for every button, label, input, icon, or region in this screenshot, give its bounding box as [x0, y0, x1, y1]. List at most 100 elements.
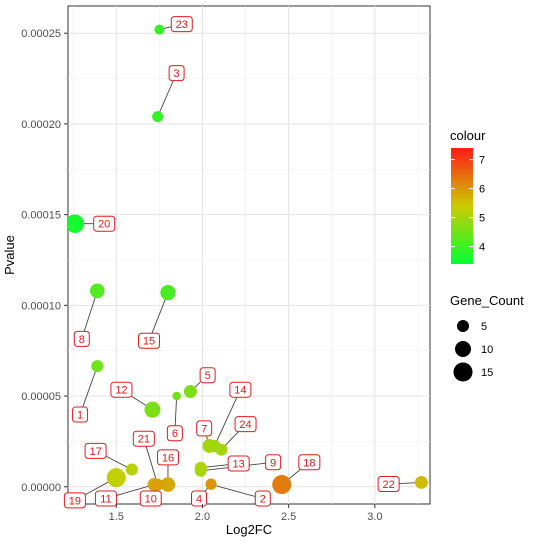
x-axis-title: Log2FC [226, 522, 272, 537]
x-axis-ticks: 1.5 2.0 2.5 3.0 [109, 504, 382, 523]
point-label-20: 20 [93, 215, 116, 232]
size-legend: Gene_Count 5 10 15 [450, 293, 524, 382]
point-label-box [191, 490, 208, 507]
data-point-19 [106, 468, 126, 488]
y-tick-label: 0.00000 [21, 482, 61, 494]
colour-tick-label: 5 [479, 213, 485, 225]
data-point-5 [183, 385, 197, 398]
data-point-8 [90, 283, 105, 299]
label-segment-3 [157, 80, 174, 117]
point-label-box [132, 430, 155, 447]
size-legend-dot [456, 319, 470, 333]
point-label-14: 14 [229, 381, 252, 398]
point-label-box [298, 454, 321, 471]
size-legend-label: 15 [481, 367, 493, 379]
point-label-2: 2 [254, 490, 271, 507]
data-point-3 [152, 111, 164, 123]
point-label-box [110, 381, 133, 398]
point-label-text: 8 [79, 334, 85, 346]
point-label-box [166, 425, 183, 442]
data-point-18 [272, 475, 292, 495]
point-label-21: 21 [132, 430, 155, 447]
point-label-text: 15 [143, 336, 155, 348]
colour-tick-label: 4 [479, 242, 485, 254]
point-label-box [229, 381, 252, 398]
data-point-15 [160, 284, 176, 301]
data-points [68, 24, 428, 495]
point-label-box [199, 367, 216, 384]
point-label-box [377, 476, 400, 493]
point-label-text: 20 [98, 219, 110, 231]
point-label-9: 9 [265, 454, 282, 471]
colour-legend-ticks: 4 5 6 7 [451, 155, 485, 254]
size-legend-title: Gene_Count [450, 293, 524, 308]
colour-legend-title: colour [450, 128, 486, 143]
label-segment-14 [214, 397, 238, 447]
data-point-20 [68, 214, 85, 233]
point-label-4: 4 [191, 490, 208, 507]
point-label-text: 6 [172, 428, 178, 440]
point-label-24: 24 [234, 416, 257, 433]
data-point-23 [154, 24, 165, 35]
data-point-21 [151, 478, 164, 491]
point-label-7: 7 [196, 420, 213, 437]
y-tick-label: 0.00020 [21, 119, 61, 131]
point-label-box [196, 420, 213, 437]
x-tick-label: 2.0 [195, 511, 210, 523]
point-label-box [73, 330, 90, 347]
point-label-box [168, 65, 185, 82]
point-label-15: 15 [138, 332, 161, 349]
point-label-text: 4 [196, 494, 202, 506]
size-legend-items: 5 10 15 [453, 319, 493, 382]
point-label-text: 18 [303, 457, 315, 469]
point-label-box [63, 492, 86, 509]
data-point-6 [172, 391, 181, 401]
point-label-text: 9 [270, 457, 276, 469]
data-point-13 [194, 461, 207, 474]
data-point-4 [205, 478, 217, 490]
point-label-box [139, 490, 162, 507]
point-label-text: 19 [69, 495, 81, 507]
point-label-box [93, 215, 116, 232]
point-label-13: 13 [227, 455, 250, 472]
point-label-text: 23 [176, 19, 188, 31]
point-label-18: 18 [298, 454, 321, 471]
label-segment-1 [82, 365, 98, 408]
y-axis-title: Pvalue [2, 235, 17, 275]
point-label-text: 22 [383, 479, 395, 491]
size-legend-label: 5 [481, 321, 487, 333]
point-label-box [234, 416, 257, 433]
x-tick-label: 1.5 [109, 511, 124, 523]
point-label-6: 6 [166, 425, 183, 442]
point-label-box [156, 449, 179, 466]
point-label-text: 17 [89, 446, 101, 458]
data-point-12 [144, 401, 161, 418]
point-label-text: 1 [77, 410, 83, 422]
point-label-5: 5 [199, 367, 216, 384]
label-segment-21 [145, 446, 159, 485]
point-label-box [254, 490, 271, 507]
point-label-text: 16 [162, 452, 174, 464]
data-point-17 [125, 463, 138, 476]
colour-tick-label: 6 [479, 184, 485, 196]
data-point-16 [160, 477, 176, 492]
point-label-box [265, 454, 282, 471]
x-tick-label: 3.0 [367, 511, 382, 523]
point-label-text: 21 [138, 434, 150, 446]
label-segments [74, 26, 422, 497]
size-legend-label: 10 [481, 344, 493, 356]
label-segment-6 [174, 396, 178, 426]
y-tick-label: 0.00005 [21, 391, 61, 403]
point-label-16: 16 [156, 449, 179, 466]
size-legend-dot [453, 362, 473, 382]
point-label-box [94, 490, 117, 507]
point-label-text: 3 [174, 68, 180, 80]
point-label-text: 12 [115, 385, 127, 397]
point-label-text: 7 [201, 423, 207, 435]
y-tick-label: 0.00010 [21, 300, 61, 312]
point-label-text: 13 [233, 459, 245, 471]
point-label-box [84, 442, 107, 459]
point-label-10: 10 [139, 490, 162, 507]
